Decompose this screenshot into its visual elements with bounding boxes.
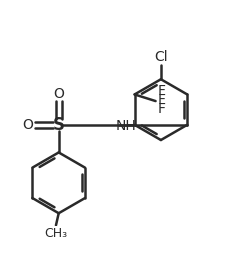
Text: O: O	[53, 87, 64, 101]
Text: F: F	[158, 84, 166, 98]
Text: NH: NH	[115, 119, 136, 133]
Text: CH₃: CH₃	[44, 227, 68, 240]
Text: F: F	[158, 93, 166, 107]
Text: F: F	[158, 102, 166, 116]
Text: Cl: Cl	[154, 50, 168, 64]
Text: O: O	[22, 118, 33, 132]
Text: S: S	[53, 116, 65, 134]
